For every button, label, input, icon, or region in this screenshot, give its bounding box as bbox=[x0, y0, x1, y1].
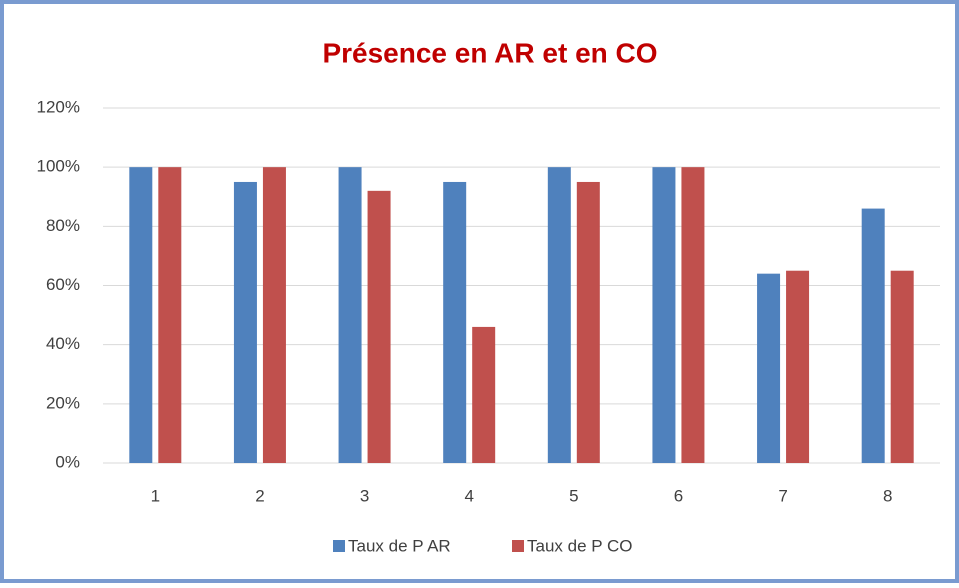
x-tick-label: 4 bbox=[464, 486, 473, 505]
chart-title: Présence en AR et en CO bbox=[322, 37, 657, 68]
bar bbox=[233, 181, 257, 464]
bar bbox=[158, 167, 182, 463]
bar bbox=[262, 167, 286, 463]
x-tick-label: 5 bbox=[569, 486, 578, 505]
y-tick-label: 120% bbox=[37, 97, 80, 116]
x-tick-label: 8 bbox=[883, 486, 892, 505]
y-tick-label: 0% bbox=[55, 452, 80, 471]
bar bbox=[652, 167, 676, 463]
x-tick-label: 1 bbox=[151, 486, 160, 505]
y-tick-label: 20% bbox=[46, 393, 80, 412]
bar bbox=[338, 167, 362, 463]
y-tick-label: 40% bbox=[46, 334, 80, 353]
bar bbox=[547, 167, 571, 463]
x-tick-label: 6 bbox=[674, 486, 683, 505]
bar bbox=[861, 208, 885, 463]
legend-label: Taux de P CO bbox=[527, 536, 633, 555]
bar bbox=[367, 190, 391, 464]
bar bbox=[786, 270, 810, 463]
y-tick-label: 100% bbox=[37, 157, 80, 176]
bar bbox=[890, 270, 914, 463]
bar bbox=[443, 181, 467, 464]
bar bbox=[681, 167, 705, 463]
legend-label: Taux de P AR bbox=[348, 536, 451, 555]
y-tick-label: 80% bbox=[46, 216, 80, 235]
bar bbox=[576, 181, 600, 464]
x-tick-label: 3 bbox=[360, 486, 369, 505]
bar bbox=[757, 273, 781, 463]
legend-swatch bbox=[333, 540, 345, 552]
bar bbox=[472, 326, 496, 463]
legend-swatch bbox=[512, 540, 524, 552]
x-tick-label: 7 bbox=[778, 486, 787, 505]
y-tick-label: 60% bbox=[46, 275, 80, 294]
bar bbox=[129, 167, 153, 463]
x-tick-label: 2 bbox=[255, 486, 264, 505]
